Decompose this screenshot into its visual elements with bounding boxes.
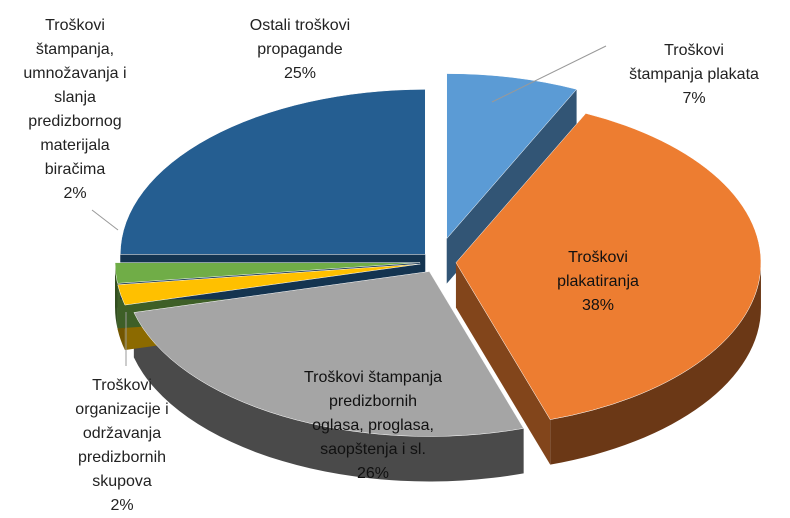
slice-label: Troškovi štampanja, umnožavanja i slanja pre… bbox=[23, 17, 126, 178]
slice-tops bbox=[114, 73, 762, 437]
label-line: štampanja, bbox=[36, 41, 114, 58]
slice-label: Ostali troškovi propagande bbox=[250, 17, 350, 58]
slice bbox=[133, 271, 524, 437]
label-line: Troškovi bbox=[92, 377, 152, 394]
slice bbox=[446, 73, 578, 240]
label-line: oglasa, proglasa, bbox=[312, 417, 434, 434]
leader-line bbox=[91, 209, 119, 231]
label-line: održavanja bbox=[83, 425, 161, 442]
slice-label: Troškovi štampanja plakata bbox=[629, 42, 759, 83]
label-line: organizacije i bbox=[75, 401, 168, 418]
label-line: plakatiranja bbox=[557, 273, 639, 290]
label-line: predizbornih bbox=[78, 449, 166, 466]
value-label: 2% bbox=[63, 185, 86, 202]
label-line: predizbornih bbox=[329, 393, 417, 410]
label-line: biračima bbox=[45, 161, 106, 178]
label-line: propagande bbox=[257, 41, 343, 58]
slice-label: Troškovi plakatiranja bbox=[557, 249, 639, 290]
label-line: Troškovi bbox=[568, 249, 628, 266]
slice bbox=[114, 262, 421, 284]
label-line: predizbornog bbox=[28, 113, 121, 130]
label-line: materijala bbox=[40, 137, 109, 154]
label-line: slanja bbox=[54, 89, 96, 106]
label-line: skupova bbox=[92, 473, 152, 490]
slice-radial-side bbox=[455, 262, 551, 465]
labels: Troškovi štampanja plakata 7% Troškovi plaka… bbox=[23, 17, 759, 514]
slice bbox=[455, 113, 762, 420]
label-line: štampanja plakata bbox=[629, 66, 759, 83]
label-line: Troškovi bbox=[664, 42, 724, 59]
label-line: Ostali troškovi bbox=[250, 17, 350, 34]
slice bbox=[117, 263, 421, 306]
slice-label: Troškovi organizacije i održavanja predizbo… bbox=[75, 377, 168, 490]
slice-label: Troškovi štampanja predizbornih oglasa, pr… bbox=[304, 369, 442, 458]
slice-radial-side bbox=[446, 89, 577, 284]
label-line: umnožavanja i bbox=[23, 65, 126, 82]
value-label: 26% bbox=[357, 465, 389, 482]
label-line: Troškovi štampanja bbox=[304, 369, 442, 386]
value-label: 25% bbox=[284, 65, 316, 82]
slice-outer-side bbox=[115, 262, 118, 329]
leader-line bbox=[491, 45, 607, 103]
slice bbox=[120, 89, 426, 255]
slice-outer-side bbox=[133, 312, 524, 482]
value-label: 38% bbox=[582, 297, 614, 314]
label-line: saopštenja i sl. bbox=[320, 441, 426, 458]
value-label: 2% bbox=[110, 497, 133, 514]
value-label: 7% bbox=[682, 90, 705, 107]
slice-outer-side bbox=[550, 262, 761, 465]
label-line: Troškovi bbox=[45, 17, 105, 34]
